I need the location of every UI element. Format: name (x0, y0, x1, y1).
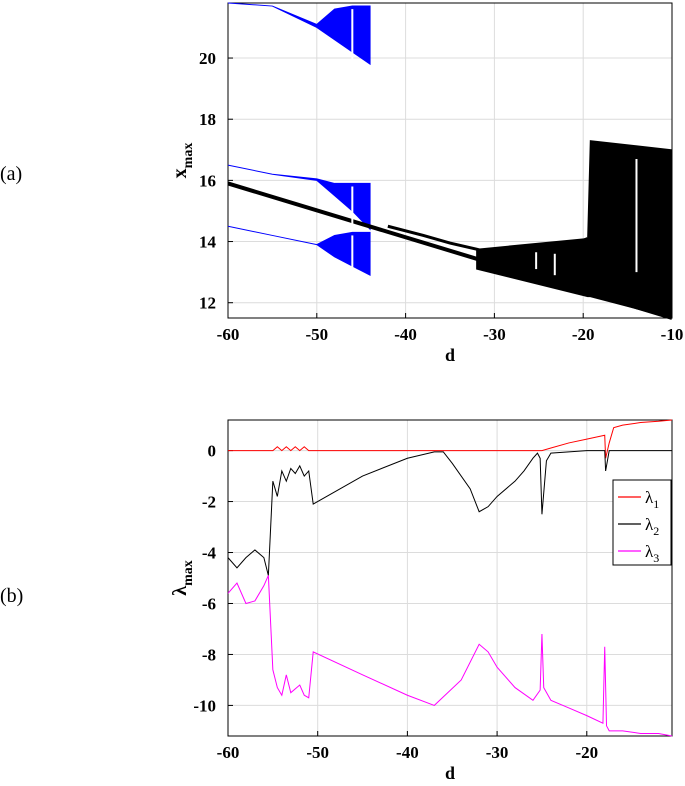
y-tick-label: 18 (199, 110, 216, 129)
y-tick-label: -8 (202, 645, 216, 664)
bifurcation-chaotic-region (476, 140, 673, 319)
series-line-lambda3 (227, 575, 673, 737)
x-tick-label: -60 (217, 743, 240, 762)
x-tick-label: -50 (305, 325, 328, 344)
plot-frame (227, 419, 673, 737)
bifurcation-band-branch-3 (227, 225, 371, 277)
x-tick-label: -30 (483, 325, 506, 344)
legend-box (612, 479, 672, 566)
y-tick-label: 14 (199, 233, 217, 252)
panel-label-a: (a) (0, 163, 23, 185)
y-axis-label-main: λ (169, 586, 191, 596)
legend-label-lambda3: λ3 (645, 542, 659, 565)
x-axis-label: d (445, 763, 455, 783)
bifurcation-band-branch-2 (227, 164, 371, 231)
y-axis-label-sub: max (181, 143, 196, 169)
y-axis-label: λmax (169, 560, 196, 596)
y-tick-label: 0 (208, 442, 217, 461)
y-tick-label: -6 (202, 594, 216, 613)
y-tick-label: -2 (202, 493, 216, 512)
legend-label-lambda1: λ1 (645, 488, 659, 511)
legend-label-sub: 2 (653, 524, 659, 538)
series-line-lambda2 (227, 450, 672, 576)
x-tick-label: -60 (217, 325, 240, 344)
x-tick-label: -30 (486, 743, 509, 762)
x-tick-label: -40 (394, 325, 417, 344)
legend-label-sub: 3 (653, 551, 659, 565)
y-axis-label: xmax (169, 143, 196, 179)
x-axis-label: d (445, 345, 455, 365)
x-tick-label: -20 (572, 325, 595, 344)
x-tick-label: -20 (575, 743, 598, 762)
legend-label-main: λ (645, 515, 654, 534)
legend-label-sub: 1 (653, 497, 659, 511)
y-tick-label: 16 (199, 171, 216, 190)
bifurcation-band-branch-1 (227, 2, 371, 66)
series-line-lambda1 (228, 419, 673, 459)
y-tick-label: 20 (199, 49, 216, 68)
legend-label-main: λ (645, 488, 654, 507)
y-tick-label: -4 (202, 544, 217, 563)
legend-label-lambda2: λ2 (645, 515, 659, 538)
x-tick-label: -50 (306, 743, 329, 762)
axes-0: -60 -50 -40 -30 -20 -10 12 14 16 18 20 d xmax (169, 2, 684, 365)
y-tick-label: 12 (199, 294, 216, 313)
panel-label-b: (b) (0, 585, 24, 607)
legend-label-main: λ (645, 542, 654, 561)
y-axis-label-sub: max (181, 560, 196, 586)
y-axis-label-main: x (169, 168, 191, 178)
y-tick-label: -10 (193, 696, 216, 715)
x-tick-label: -10 (661, 325, 684, 344)
lyapunov-lines (227, 419, 673, 737)
bifurcation-points (227, 2, 673, 320)
x-tick-label: -40 (396, 743, 419, 762)
